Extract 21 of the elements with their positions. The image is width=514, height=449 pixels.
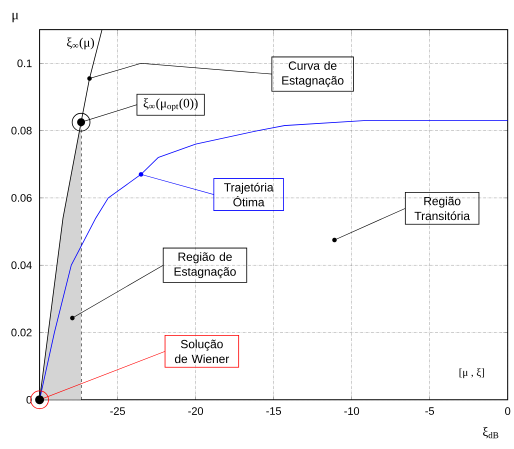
annotation: Curva de Estagnação — [282, 60, 344, 87]
y-tick-label: 0.1 — [17, 59, 32, 68]
annotation: ξ$_{∞}$(μ$_{opt}$(0)) — [144, 98, 198, 111]
x-tick-label: -10 — [344, 407, 360, 415]
x-tick-label: -15 — [266, 407, 282, 415]
y-tick-label: 0.04 — [11, 261, 32, 269]
x-tick-label: -5 — [425, 407, 434, 415]
x-tick-label: -20 — [188, 407, 204, 415]
annotation: [μ , ξ] — [460, 368, 484, 378]
x-axis-title: ξ$_{dB}$ — [483, 426, 498, 438]
y-axis-title: μ — [12, 12, 18, 22]
x-tick-label: -25 — [110, 407, 125, 415]
y-tick-label: 0.06 — [11, 194, 32, 202]
annotation: Região Transitória — [414, 196, 470, 220]
y-tick-label: 0.08 — [11, 126, 32, 134]
annotation: Trajetória Ótima — [224, 182, 274, 206]
annotation: ξ$_{∞}$(μ) — [67, 37, 94, 50]
annotation: Região de Estagnação — [174, 252, 236, 278]
x-tick-label: 0 — [505, 407, 510, 415]
annotation: Solução de Wiener — [174, 339, 230, 363]
y-tick-label: 0.02 — [11, 328, 32, 336]
